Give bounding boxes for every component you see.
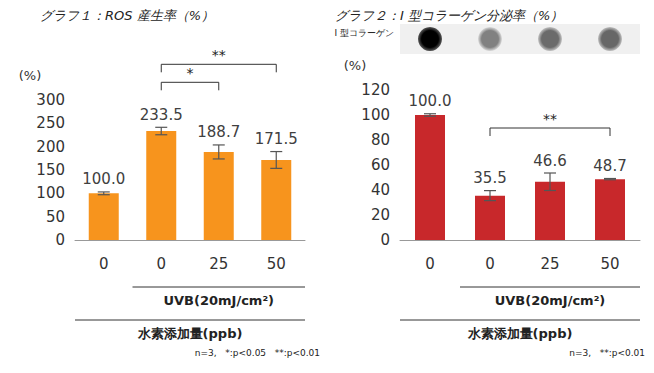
svg-text:水素添加量(ppb): 水素添加量(ppb) [467,326,573,341]
svg-text:水素添加量(ppb): 水素添加量(ppb) [137,326,243,341]
svg-text:50: 50 [267,255,286,273]
svg-text:(%): (%) [19,68,42,83]
svg-text:48.7: 48.7 [593,157,626,175]
svg-text:0: 0 [156,255,166,273]
svg-text:150: 150 [36,161,65,179]
svg-text:200: 200 [36,138,65,156]
svg-text:40: 40 [371,181,390,199]
svg-text:60: 60 [371,156,390,174]
svg-text:46.6: 46.6 [533,152,566,170]
svg-text:0: 0 [55,231,65,249]
svg-text:120: 120 [361,81,390,99]
svg-text:250: 250 [36,114,65,132]
svg-text:0: 0 [99,255,109,273]
svg-text:171.5: 171.5 [255,130,298,148]
svg-text:UVB(20mJ/cm²): UVB(20mJ/cm²) [495,293,606,308]
svg-text:*: * [187,65,194,81]
svg-text:25: 25 [209,255,228,273]
svg-text:0: 0 [380,231,390,249]
svg-text:100.0: 100.0 [409,92,452,110]
svg-text:100: 100 [361,106,390,124]
svg-text:グラフ１：ROS 産生率（%）: グラフ１：ROS 産生率（%） [40,8,214,23]
svg-text:0: 0 [425,255,435,273]
svg-text:35.5: 35.5 [473,169,506,187]
svg-text:233.5: 233.5 [140,106,183,124]
svg-text:n=3, **:p<0.01: n=3, **:p<0.01 [569,348,645,358]
svg-text:0: 0 [485,255,495,273]
svg-text:188.7: 188.7 [197,123,240,141]
svg-text:(%): (%) [344,58,367,73]
svg-text:300: 300 [36,91,65,109]
svg-text:50: 50 [46,208,65,226]
svg-text:**: ** [212,47,226,63]
svg-text:50: 50 [600,255,619,273]
svg-text:20: 20 [371,206,390,224]
svg-text:100.0: 100.0 [82,170,125,188]
svg-text:I 型コラーゲン: I 型コラーゲン [334,28,394,38]
svg-text:グラフ２：I 型コラーゲン分泌率（%）: グラフ２：I 型コラーゲン分泌率（%） [335,8,563,23]
svg-text:25: 25 [540,255,559,273]
svg-text:n=3, *:p<0.05 **:p<0.01: n=3, *:p<0.05 **:p<0.01 [195,348,320,358]
svg-text:**: ** [543,111,557,127]
svg-text:UVB(20mJ/cm²): UVB(20mJ/cm²) [163,293,274,308]
svg-text:100: 100 [36,184,65,202]
svg-text:80: 80 [371,131,390,149]
